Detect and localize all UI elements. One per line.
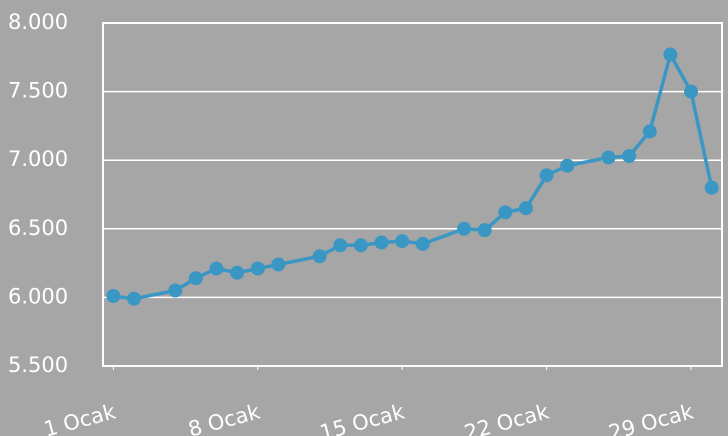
- point: [498, 205, 513, 220]
- y-tick-label: 5.500: [8, 353, 68, 377]
- point: [188, 271, 203, 286]
- y-tick-label: 7.000: [8, 147, 68, 171]
- point: [395, 234, 410, 249]
- point: [230, 265, 245, 280]
- point: [168, 283, 183, 298]
- point: [622, 149, 637, 164]
- y-tick-label: 8.000: [8, 10, 68, 34]
- point: [704, 180, 719, 195]
- point: [477, 223, 492, 238]
- point: [126, 291, 141, 306]
- y-tick-label: 6.500: [8, 216, 68, 240]
- point: [209, 261, 224, 276]
- point: [684, 84, 699, 99]
- point: [560, 158, 575, 173]
- point: [353, 238, 368, 253]
- point: [539, 168, 554, 183]
- point: [457, 221, 472, 236]
- point: [663, 47, 678, 62]
- point: [271, 257, 286, 272]
- y-tick-label: 6.000: [8, 284, 68, 308]
- point: [374, 235, 389, 250]
- point: [601, 150, 616, 165]
- point: [333, 238, 348, 253]
- point: [250, 261, 265, 276]
- point: [415, 236, 430, 251]
- point: [642, 124, 657, 139]
- point: [106, 289, 121, 304]
- point: [518, 201, 533, 216]
- point: [312, 249, 327, 264]
- y-tick-label: 7.500: [8, 79, 68, 103]
